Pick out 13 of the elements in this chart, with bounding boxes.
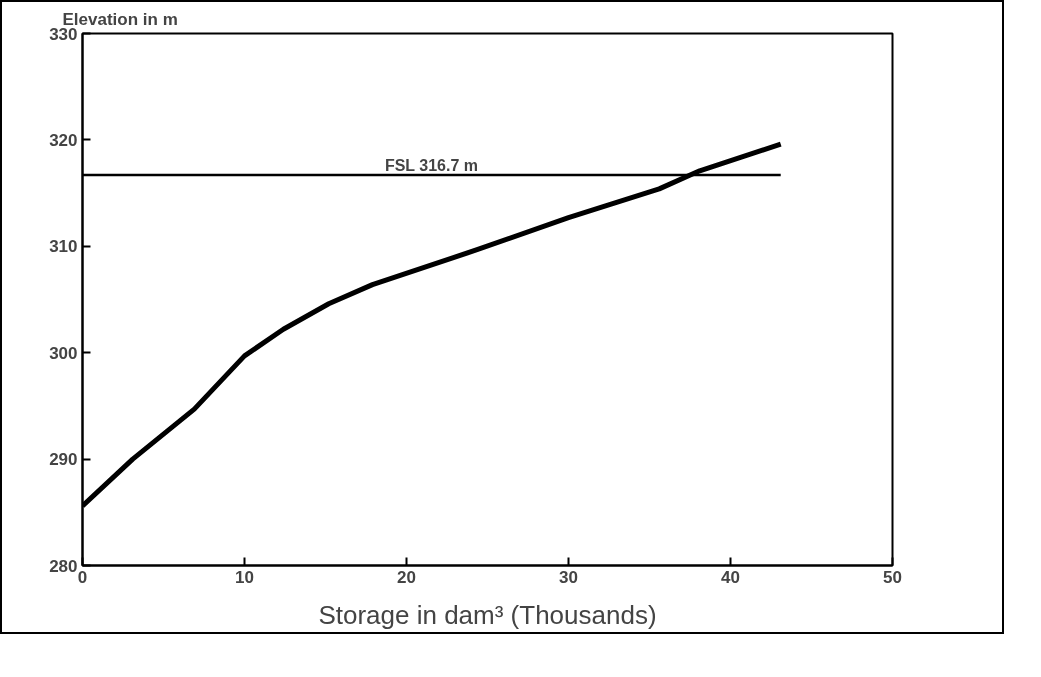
y-tick-label: 280: [49, 556, 78, 576]
ref-line-label: FSL 316.7 m: [384, 157, 479, 175]
x-tick-label: 10: [235, 567, 254, 587]
y-tick-label: 300: [49, 343, 78, 363]
x-tick-label: 50: [883, 567, 902, 587]
x-tick-label: 20: [397, 567, 416, 587]
y-tick-label: 290: [49, 450, 78, 470]
x-tick-label: 30: [559, 567, 578, 587]
x-tick-label: 0: [77, 567, 88, 587]
y-tick-label: 320: [49, 130, 78, 150]
y-tick-label: 310: [49, 237, 78, 257]
x-tick-label: 40: [721, 567, 740, 587]
x-axis-title: Storage in dam³ (Thousands): [318, 599, 657, 630]
